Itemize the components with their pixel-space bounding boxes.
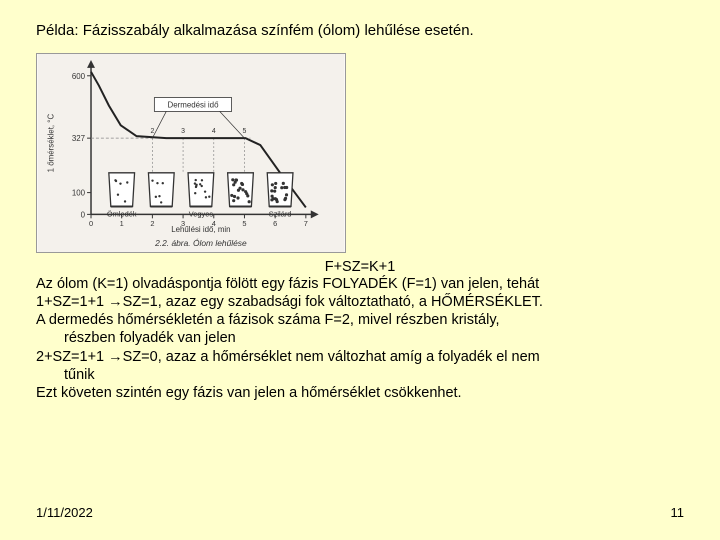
title: Példa: Fázisszabály alkalmazása színfém … bbox=[36, 22, 684, 39]
svg-text:7: 7 bbox=[304, 219, 308, 228]
para3b: részben folyadék van jelen bbox=[36, 329, 684, 347]
para3: A dermedés hőmérsékletén a fázisok száma… bbox=[36, 311, 684, 329]
footer: 1/11/2022 11 bbox=[36, 505, 684, 520]
svg-text:5: 5 bbox=[243, 128, 247, 135]
para2: 1+SZ=1+1 →SZ=1, azaz egy szabadsági fok … bbox=[36, 293, 684, 311]
para4: 2+SZ=1+1 →SZ=0, azaz a hőmérséklet nem v… bbox=[36, 348, 684, 366]
svg-text:600: 600 bbox=[72, 72, 86, 81]
para4b: tűnik bbox=[36, 366, 684, 384]
equation: F+SZ=K+1 bbox=[36, 259, 684, 275]
body-text: Az ólom (K=1) olvadáspontja fölött egy f… bbox=[36, 275, 684, 402]
svg-text:2: 2 bbox=[150, 128, 154, 135]
svg-text:3: 3 bbox=[181, 128, 185, 135]
footer-page: 11 bbox=[671, 505, 685, 520]
svg-text:6: 6 bbox=[273, 219, 277, 228]
svg-text:2: 2 bbox=[150, 219, 154, 228]
svg-text:2.2. ábra. Ólom lehűlése: 2.2. ábra. Ólom lehűlése bbox=[154, 238, 247, 248]
svg-text:1 őmérséklet, °C: 1 őmérséklet, °C bbox=[46, 114, 55, 173]
svg-text:Vegyes: Vegyes bbox=[189, 209, 214, 218]
svg-text:5: 5 bbox=[242, 219, 246, 228]
svg-text:Ömledék: Ömledék bbox=[107, 209, 137, 218]
svg-text:Szilárd: Szilárd bbox=[269, 209, 292, 218]
svg-text:100: 100 bbox=[72, 189, 86, 198]
para1: Az ólom (K=1) olvadáspontja fölött egy f… bbox=[36, 275, 684, 293]
para5: Ezt követen szintén egy fázis van jelen … bbox=[36, 384, 684, 402]
cooling-diagram: 6003271000 01234567 Dermedési idő 2 3 4 … bbox=[36, 53, 346, 253]
svg-text:1: 1 bbox=[120, 219, 124, 228]
svg-text:0: 0 bbox=[89, 219, 93, 228]
svg-text:4: 4 bbox=[212, 128, 216, 135]
svg-text:Lehűlési idő, min: Lehűlési idő, min bbox=[171, 225, 230, 234]
footer-date: 1/11/2022 bbox=[36, 505, 93, 520]
svg-text:327: 327 bbox=[72, 134, 85, 143]
svg-text:0: 0 bbox=[81, 210, 86, 219]
svg-text:Dermedési idő: Dermedési idő bbox=[167, 100, 219, 109]
diagram-svg: 6003271000 01234567 Dermedési idő 2 3 4 … bbox=[37, 54, 345, 252]
